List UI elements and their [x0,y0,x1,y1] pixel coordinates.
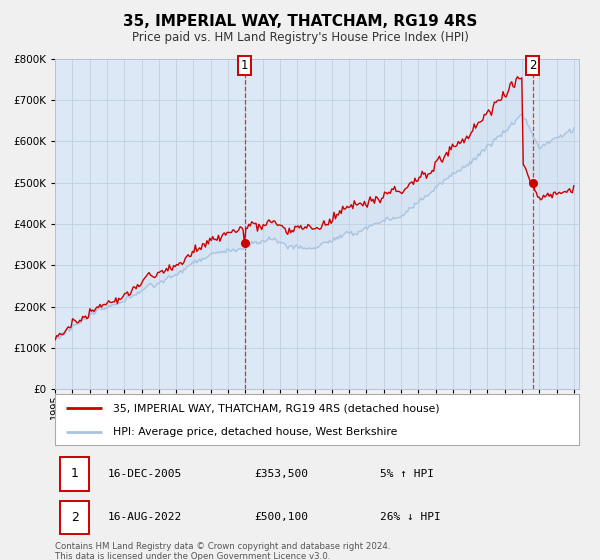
Text: £500,100: £500,100 [254,512,308,522]
Text: Price paid vs. HM Land Registry's House Price Index (HPI): Price paid vs. HM Land Registry's House … [131,31,469,44]
Text: Contains HM Land Registry data © Crown copyright and database right 2024.
This d: Contains HM Land Registry data © Crown c… [55,542,391,560]
Text: 1: 1 [71,467,79,480]
Text: 26% ↓ HPI: 26% ↓ HPI [380,512,441,522]
Text: 2: 2 [529,59,536,72]
Text: 35, IMPERIAL WAY, THATCHAM, RG19 4RS (detached house): 35, IMPERIAL WAY, THATCHAM, RG19 4RS (de… [113,403,439,413]
Text: 2: 2 [71,511,79,524]
FancyBboxPatch shape [61,457,89,491]
Text: 35, IMPERIAL WAY, THATCHAM, RG19 4RS: 35, IMPERIAL WAY, THATCHAM, RG19 4RS [123,14,477,29]
Text: 16-DEC-2005: 16-DEC-2005 [107,469,182,479]
FancyBboxPatch shape [61,501,89,534]
Text: 16-AUG-2022: 16-AUG-2022 [107,512,182,522]
Text: £353,500: £353,500 [254,469,308,479]
Text: HPI: Average price, detached house, West Berkshire: HPI: Average price, detached house, West… [113,427,397,437]
Text: 1: 1 [241,59,248,72]
Text: 5% ↑ HPI: 5% ↑ HPI [380,469,434,479]
